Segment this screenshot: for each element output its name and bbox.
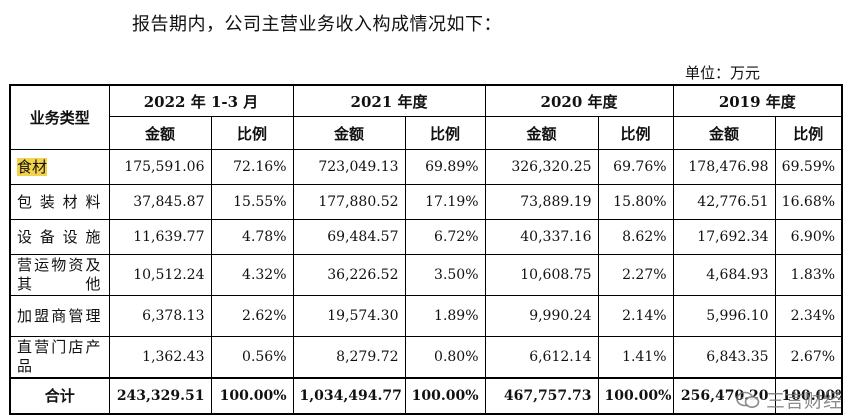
unit-label: 单位：万元 bbox=[684, 64, 760, 82]
value-cell: 10,512.24 bbox=[108, 254, 212, 296]
value-cell: 100.00% bbox=[597, 377, 674, 415]
value-cell: 723,049.13 bbox=[292, 149, 406, 185]
value-cell: 6,612.14 bbox=[484, 336, 599, 379]
amount-header: 金额 bbox=[292, 116, 406, 150]
category-cell: 加盟商管理 bbox=[9, 295, 110, 337]
value-cell: 4,684.93 bbox=[672, 254, 776, 296]
value-cell: 16.68% bbox=[774, 184, 843, 220]
amount-header: 金额 bbox=[108, 116, 212, 150]
value-cell: 69.76% bbox=[597, 149, 674, 185]
value-cell: 1,362.43 bbox=[108, 336, 212, 379]
value-cell: 17.19% bbox=[404, 184, 486, 220]
value-cell: 100.00% bbox=[210, 377, 294, 415]
value-cell: 100.00% bbox=[774, 377, 843, 415]
category-header: 业务类型 bbox=[9, 84, 110, 150]
ratio-header: 比例 bbox=[774, 116, 843, 150]
table-row: 直营门店产品 1,362.43 0.56% 8,279.72 0.80% 6,6… bbox=[9, 336, 843, 379]
value-cell: 467,757.73 bbox=[484, 377, 599, 415]
category-cell: 直营门店产品 bbox=[9, 336, 110, 379]
value-cell: 17,692.34 bbox=[672, 219, 776, 255]
value-cell: 3.50% bbox=[404, 254, 486, 296]
total-row: 合计 243,329.51 100.00% 1,034,494.77 100.0… bbox=[9, 377, 843, 415]
value-cell: 42,776.51 bbox=[672, 184, 776, 220]
table-row: 食材 175,591.06 72.16% 723,049.13 69.89% 3… bbox=[9, 149, 843, 185]
value-cell: 1,034,494.77 bbox=[292, 377, 406, 415]
ratio-header: 比例 bbox=[404, 116, 486, 150]
value-cell: 326,320.25 bbox=[484, 149, 599, 185]
wechat-icon bbox=[736, 391, 760, 409]
amount-header: 金额 bbox=[672, 116, 776, 150]
intro-text: 报告期内，公司主营业务收入构成情况如下： bbox=[132, 14, 502, 35]
value-cell: 0.56% bbox=[210, 336, 294, 379]
value-cell: 15.80% bbox=[597, 184, 674, 220]
value-cell: 40,337.16 bbox=[484, 219, 599, 255]
value-cell: 2.34% bbox=[774, 295, 843, 337]
value-cell: 36,226.52 bbox=[292, 254, 406, 296]
value-cell: 8,279.72 bbox=[292, 336, 406, 379]
period-header: 2019 年度 bbox=[672, 84, 843, 117]
value-cell: 100.00% bbox=[404, 377, 486, 415]
value-cell: 6,843.35 bbox=[672, 336, 776, 379]
value-cell: 4.32% bbox=[210, 254, 294, 296]
value-cell: 69.59% bbox=[774, 149, 843, 185]
value-cell: 6.72% bbox=[404, 219, 486, 255]
value-cell: 69,484.57 bbox=[292, 219, 406, 255]
period-header: 2022 年 1-3 月 bbox=[108, 84, 294, 117]
value-cell: 6,378.13 bbox=[108, 295, 212, 337]
value-cell: 72.16% bbox=[210, 149, 294, 185]
value-cell: 1.83% bbox=[774, 254, 843, 296]
watermark: 三言财经 bbox=[736, 386, 842, 413]
table-row: 加盟商管理 6,378.13 2.62% 19,574.30 1.89% 9,9… bbox=[9, 295, 843, 337]
period-header: 2020 年度 bbox=[484, 84, 674, 117]
value-cell: 37,845.87 bbox=[108, 184, 212, 220]
table-row: 包装材料 37,845.87 15.55% 177,880.52 17.19% … bbox=[9, 184, 843, 220]
ratio-header: 比例 bbox=[210, 116, 294, 150]
value-cell: 2.67% bbox=[774, 336, 843, 379]
value-cell: 2.27% bbox=[597, 254, 674, 296]
value-cell: 73,889.19 bbox=[484, 184, 599, 220]
category-cell: 食材 bbox=[9, 149, 110, 185]
value-cell: 1.89% bbox=[404, 295, 486, 337]
value-cell: 19,574.30 bbox=[292, 295, 406, 337]
value-cell: 4.78% bbox=[210, 219, 294, 255]
value-cell: 5,996.10 bbox=[672, 295, 776, 337]
table-row: 营运物资及其他 10,512.24 4.32% 36,226.52 3.50% … bbox=[9, 254, 843, 296]
ratio-header: 比例 bbox=[597, 116, 674, 150]
value-cell: 9,990.24 bbox=[484, 295, 599, 337]
value-cell: 8.62% bbox=[597, 219, 674, 255]
total-label: 合计 bbox=[9, 377, 110, 415]
value-cell: 6.90% bbox=[774, 219, 843, 255]
watermark-text: 三言财经 bbox=[765, 390, 842, 412]
value-cell: 175,591.06 bbox=[108, 149, 212, 185]
category-cell: 营运物资及其他 bbox=[9, 254, 110, 296]
table-row: 设备设施 11,639.77 4.78% 69,484.57 6.72% 40,… bbox=[9, 219, 843, 255]
period-header: 2021 年度 bbox=[292, 84, 486, 117]
revenue-table: 业务类型 2022 年 1-3 月 2021 年度 2020 年度 2019 年… bbox=[9, 84, 844, 415]
value-cell: 11,639.77 bbox=[108, 219, 212, 255]
value-cell: 15.55% bbox=[210, 184, 294, 220]
subheader-row: 金额 比例 金额 比例 金额 比例 金额 比例 bbox=[10, 116, 843, 150]
category-cell: 设备设施 bbox=[9, 219, 110, 255]
value-cell: 177,880.52 bbox=[292, 184, 406, 220]
value-cell: 2.62% bbox=[210, 295, 294, 337]
category-cell: 包装材料 bbox=[9, 184, 110, 220]
value-cell: 243,329.51 bbox=[108, 377, 212, 415]
amount-header: 金额 bbox=[484, 116, 599, 150]
value-cell: 69.89% bbox=[404, 149, 486, 185]
value-cell: 178,476.98 bbox=[672, 149, 776, 185]
value-cell: 2.14% bbox=[597, 295, 674, 337]
value-cell: 10,608.75 bbox=[484, 254, 599, 296]
period-header-row: 业务类型 2022 年 1-3 月 2021 年度 2020 年度 2019 年… bbox=[9, 84, 843, 150]
value-cell: 1.41% bbox=[597, 336, 674, 379]
value-cell: 0.80% bbox=[404, 336, 486, 379]
